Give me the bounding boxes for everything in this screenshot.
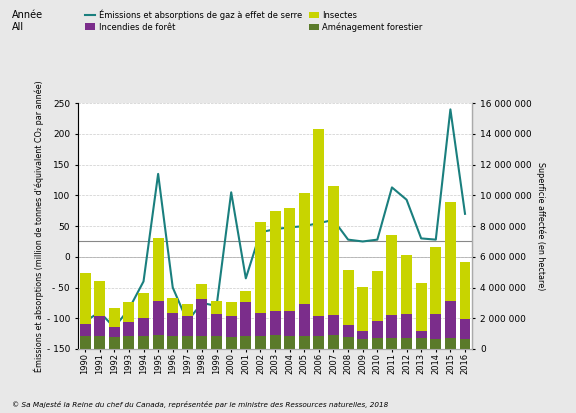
Bar [328, 315, 339, 335]
Bar [79, 324, 90, 336]
Bar [167, 297, 178, 313]
Bar [123, 322, 134, 336]
Bar [299, 193, 310, 304]
Bar [430, 339, 441, 349]
Bar [196, 299, 207, 336]
Y-axis label: Superficie affectée (en hectare): Superficie affectée (en hectare) [536, 162, 545, 290]
Bar [313, 316, 324, 336]
Bar [94, 281, 105, 316]
Bar [153, 301, 164, 335]
Bar [445, 202, 456, 301]
Bar [123, 302, 134, 322]
Bar [255, 336, 266, 349]
Bar [138, 318, 149, 336]
Bar [255, 222, 266, 313]
Bar [328, 186, 339, 315]
Bar [430, 247, 441, 314]
Bar [138, 336, 149, 349]
Bar [240, 292, 251, 302]
Bar [211, 301, 222, 314]
Bar [372, 321, 383, 338]
Bar [416, 330, 427, 338]
Bar [226, 316, 237, 337]
Bar [270, 335, 281, 349]
Bar [357, 287, 368, 331]
Bar [240, 336, 251, 349]
Bar [270, 311, 281, 335]
Text: Année
All: Année All [12, 10, 43, 32]
Bar [328, 335, 339, 349]
Bar [460, 319, 471, 339]
Bar [196, 336, 207, 349]
Bar [357, 331, 368, 339]
Bar [211, 314, 222, 336]
Bar [167, 336, 178, 349]
Bar [357, 339, 368, 349]
Bar [372, 338, 383, 349]
Bar [401, 313, 412, 338]
Bar [416, 283, 427, 330]
Bar [372, 271, 383, 321]
Bar [182, 336, 193, 349]
Bar [153, 335, 164, 349]
Bar [123, 336, 134, 349]
Bar [138, 293, 149, 318]
Bar [343, 337, 354, 349]
Bar [343, 325, 354, 337]
Bar [445, 301, 456, 338]
Bar [240, 302, 251, 336]
Bar [386, 315, 397, 338]
Bar [211, 336, 222, 349]
Bar [401, 338, 412, 349]
Bar [460, 262, 471, 319]
Bar [255, 313, 266, 336]
Bar [313, 336, 324, 349]
Bar [196, 284, 207, 299]
Bar [226, 302, 237, 316]
Bar [299, 336, 310, 349]
Bar [109, 327, 120, 337]
Bar [94, 316, 105, 336]
Bar [109, 337, 120, 349]
Bar [284, 209, 295, 311]
Bar [401, 255, 412, 313]
Bar [284, 336, 295, 349]
Bar [386, 235, 397, 315]
Bar [416, 338, 427, 349]
Bar [386, 338, 397, 349]
Bar [182, 316, 193, 336]
Bar [79, 336, 90, 349]
Bar [167, 313, 178, 336]
Text: © Sa Majesté la Reine du chef du Canada, représentée par le ministre des Ressour: © Sa Majesté la Reine du chef du Canada,… [12, 401, 388, 408]
Bar [182, 304, 193, 316]
Bar [226, 337, 237, 349]
Bar [153, 238, 164, 301]
Bar [270, 211, 281, 311]
Y-axis label: Émissions et absorptions (million de tonnes d'équivalent CO₂ par année): Émissions et absorptions (million de ton… [33, 80, 44, 372]
Bar [284, 311, 295, 336]
Bar [299, 304, 310, 336]
Bar [109, 308, 120, 327]
Bar [445, 338, 456, 349]
Bar [79, 273, 90, 324]
Legend: Émissions et absorptions de gaz à effet de serre, Incendies de forêt, Insectes, : Émissions et absorptions de gaz à effet … [82, 6, 426, 36]
Bar [313, 128, 324, 316]
Bar [460, 339, 471, 349]
Bar [430, 314, 441, 339]
Bar [94, 336, 105, 349]
Bar [343, 270, 354, 325]
